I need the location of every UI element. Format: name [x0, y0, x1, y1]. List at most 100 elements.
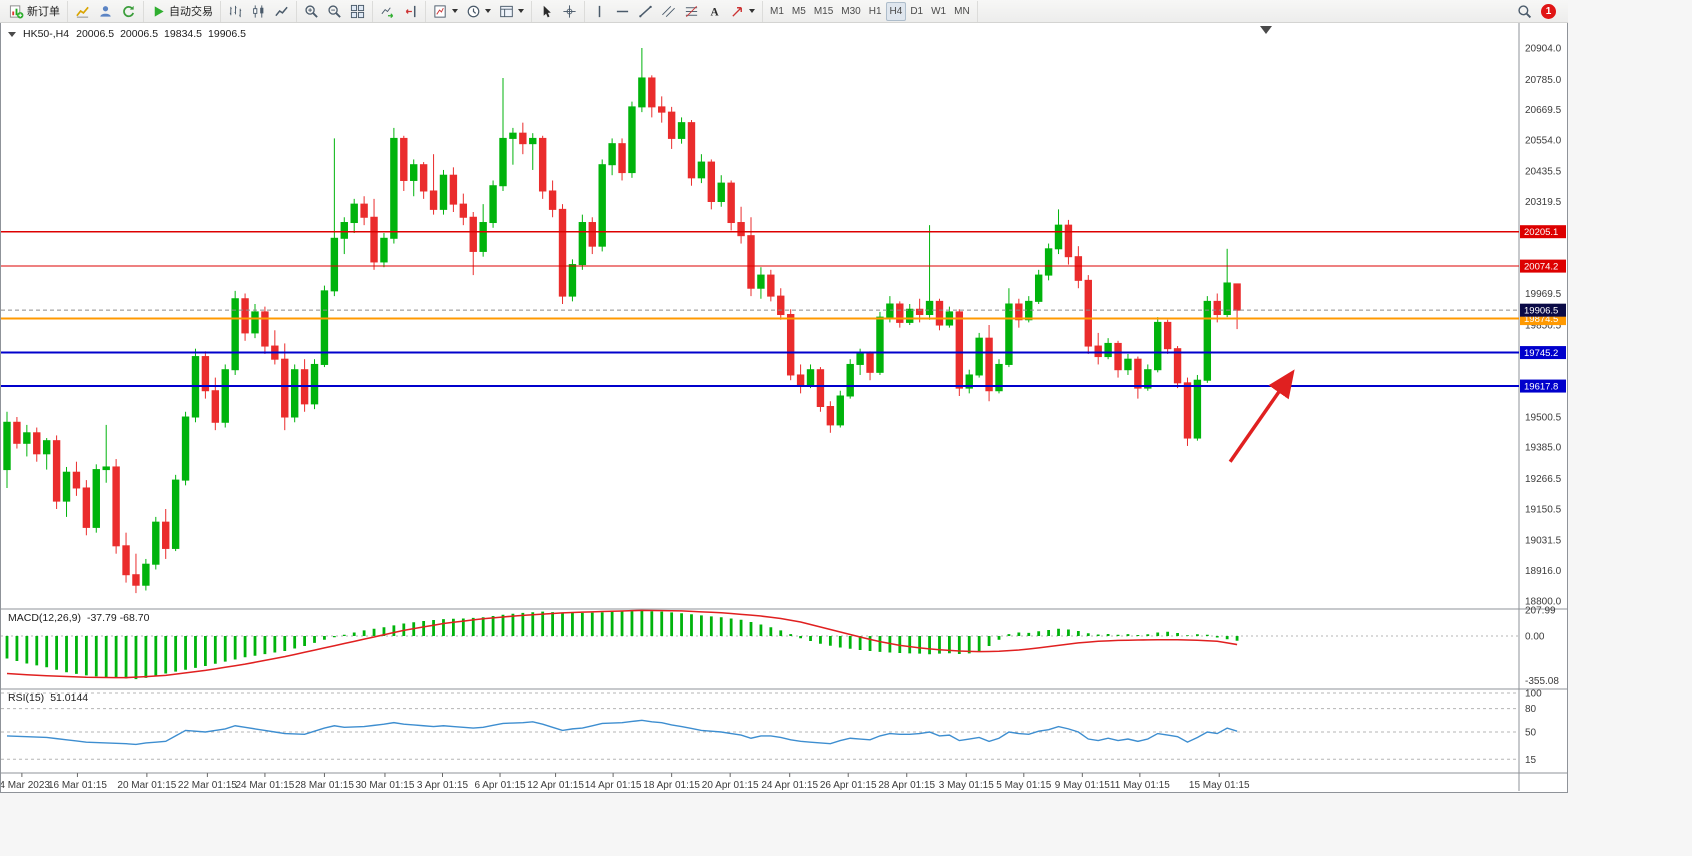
- toolbar-group: M1 M5 M15 M30 H1 H4 D1 W1 MN: [763, 0, 978, 22]
- bar-chart-button[interactable]: [224, 2, 247, 21]
- candle: [1104, 342, 1112, 358]
- candle: [499, 137, 507, 187]
- candle: [201, 356, 210, 392]
- tf-h1-button[interactable]: H1: [865, 2, 886, 21]
- tf-m1-button[interactable]: M1: [766, 2, 788, 21]
- zoom-in-button[interactable]: [300, 2, 323, 21]
- new-chart-button[interactable]: [429, 2, 462, 21]
- quotes-icon: [75, 4, 90, 19]
- rsi-value: 51.0144: [50, 692, 89, 704]
- candle: [1144, 369, 1152, 389]
- candlestick-icon: [251, 4, 266, 19]
- rsi-line: [6, 719, 1238, 746]
- channel-button[interactable]: [657, 2, 680, 21]
- chevron-down-icon: [749, 9, 755, 13]
- trendline-button[interactable]: [634, 2, 657, 21]
- macd-axis-label: 0.00: [1525, 632, 1545, 643]
- tf-mn-button[interactable]: MN: [950, 2, 974, 21]
- fibonacci-button[interactable]: [680, 2, 703, 21]
- tf-h1-label: H1: [868, 5, 882, 17]
- candlestick-chart-button[interactable]: [247, 2, 270, 21]
- auto-trading-button[interactable]: 自动交易: [147, 2, 217, 21]
- navigator-button[interactable]: [94, 2, 117, 21]
- crosshair-button[interactable]: [558, 2, 581, 21]
- candle: [1233, 283, 1241, 311]
- chevron-down-icon: [452, 9, 458, 13]
- quotes-button[interactable]: [71, 2, 94, 21]
- candle: [330, 237, 339, 292]
- candle: [52, 440, 61, 502]
- chart-shift-marker[interactable]: [1260, 26, 1272, 34]
- candle: [1074, 256, 1083, 281]
- current-price-badge-text: 19906.5: [1524, 306, 1558, 317]
- chart-title: HK50-,H4: [23, 28, 70, 40]
- date-axis-label: 3 Apr 01:15: [417, 780, 469, 791]
- date-axis-label: 28 Mar 01:15: [295, 780, 354, 791]
- candle: [3, 421, 11, 471]
- candle: [479, 222, 487, 252]
- chart-shift-button[interactable]: [399, 2, 422, 21]
- clock-icon: [466, 4, 481, 19]
- refresh-icon: [121, 4, 136, 19]
- zoom-out-button[interactable]: [323, 2, 346, 21]
- chart-canvas[interactable]: 20904.0 20785.0 20669.5 20554.0 20435.5 20319…: [1, 23, 1567, 791]
- tf-h4-button[interactable]: H4: [885, 1, 907, 21]
- templates-button[interactable]: [495, 2, 528, 21]
- candle: [648, 77, 656, 108]
- price-axis-label: 18800.0: [1525, 597, 1562, 608]
- vertical-line-button[interactable]: [588, 2, 611, 21]
- horizontal-line-button[interactable]: [611, 2, 634, 21]
- candle: [1005, 303, 1013, 365]
- crosshair-icon: [562, 4, 577, 19]
- tf-m15-label: M15: [813, 5, 834, 17]
- tf-d1-button[interactable]: D1: [906, 2, 927, 21]
- line-chart-icon: [274, 4, 289, 19]
- tf-m5-button[interactable]: M5: [788, 2, 810, 21]
- cursor-button[interactable]: [535, 2, 558, 21]
- text-icon: A: [707, 4, 722, 19]
- auto-scroll-button[interactable]: [376, 2, 399, 21]
- fibonacci-icon: [684, 4, 699, 19]
- tf-m15-button[interactable]: M15: [810, 2, 837, 21]
- price-axis[interactable]: [1519, 23, 1567, 791]
- date-axis-label: 18 Apr 01:15: [643, 780, 700, 791]
- channel-icon: [661, 4, 676, 19]
- price-axis-label: 20785.0: [1525, 75, 1562, 86]
- text-tool-button[interactable]: A: [703, 2, 726, 21]
- date-axis-label: 15 May 01:15: [1189, 780, 1250, 791]
- date-axis-label: 16 Mar 01:15: [48, 780, 107, 791]
- price-line-badge-text: 19617.8: [1524, 382, 1558, 393]
- macd-axis-label: 207.99: [1525, 606, 1556, 617]
- line-chart-button[interactable]: [270, 2, 293, 21]
- date-axis-label: 28 Apr 01:15: [878, 780, 935, 791]
- tile-windows-button[interactable]: [346, 2, 369, 21]
- time-axis[interactable]: [1, 773, 1519, 791]
- tf-m30-button[interactable]: M30: [837, 2, 864, 21]
- new-order-label: 新订单: [27, 6, 60, 18]
- trendline-icon: [638, 4, 653, 19]
- refresh-button[interactable]: [117, 2, 140, 21]
- candle: [419, 164, 428, 192]
- new-order-icon: [9, 4, 24, 19]
- price-axis-label: 20319.5: [1525, 197, 1562, 208]
- search-icon[interactable]: [1517, 4, 1532, 19]
- ohlc-open: 20006.5: [76, 28, 115, 40]
- candle: [836, 395, 844, 426]
- periods-button[interactable]: [462, 2, 495, 21]
- toolbar-groups: 新订单 自动交易 A M1 M5 M15 M30 H1 H4 D1 W1 MN: [2, 0, 978, 22]
- arrows-tool-button[interactable]: [726, 2, 759, 21]
- candle: [677, 122, 686, 139]
- tf-w1-button[interactable]: W1: [927, 2, 950, 21]
- candle: [906, 308, 914, 323]
- rsi-axis-label: 80: [1525, 704, 1537, 715]
- rsi-axis-label: 15: [1525, 755, 1537, 766]
- candle: [618, 143, 626, 174]
- annotation-arrow[interactable]: [1228, 369, 1295, 463]
- new-order-button[interactable]: 新订单: [5, 2, 64, 21]
- notification-badge[interactable]: 1: [1541, 3, 1556, 19]
- toolbar-right: 1: [1517, 3, 1566, 19]
- collapse-chart-icon[interactable]: [8, 31, 16, 37]
- candle: [578, 222, 587, 266]
- date-axis-label: 12 Apr 01:15: [527, 780, 584, 791]
- candle: [82, 487, 91, 528]
